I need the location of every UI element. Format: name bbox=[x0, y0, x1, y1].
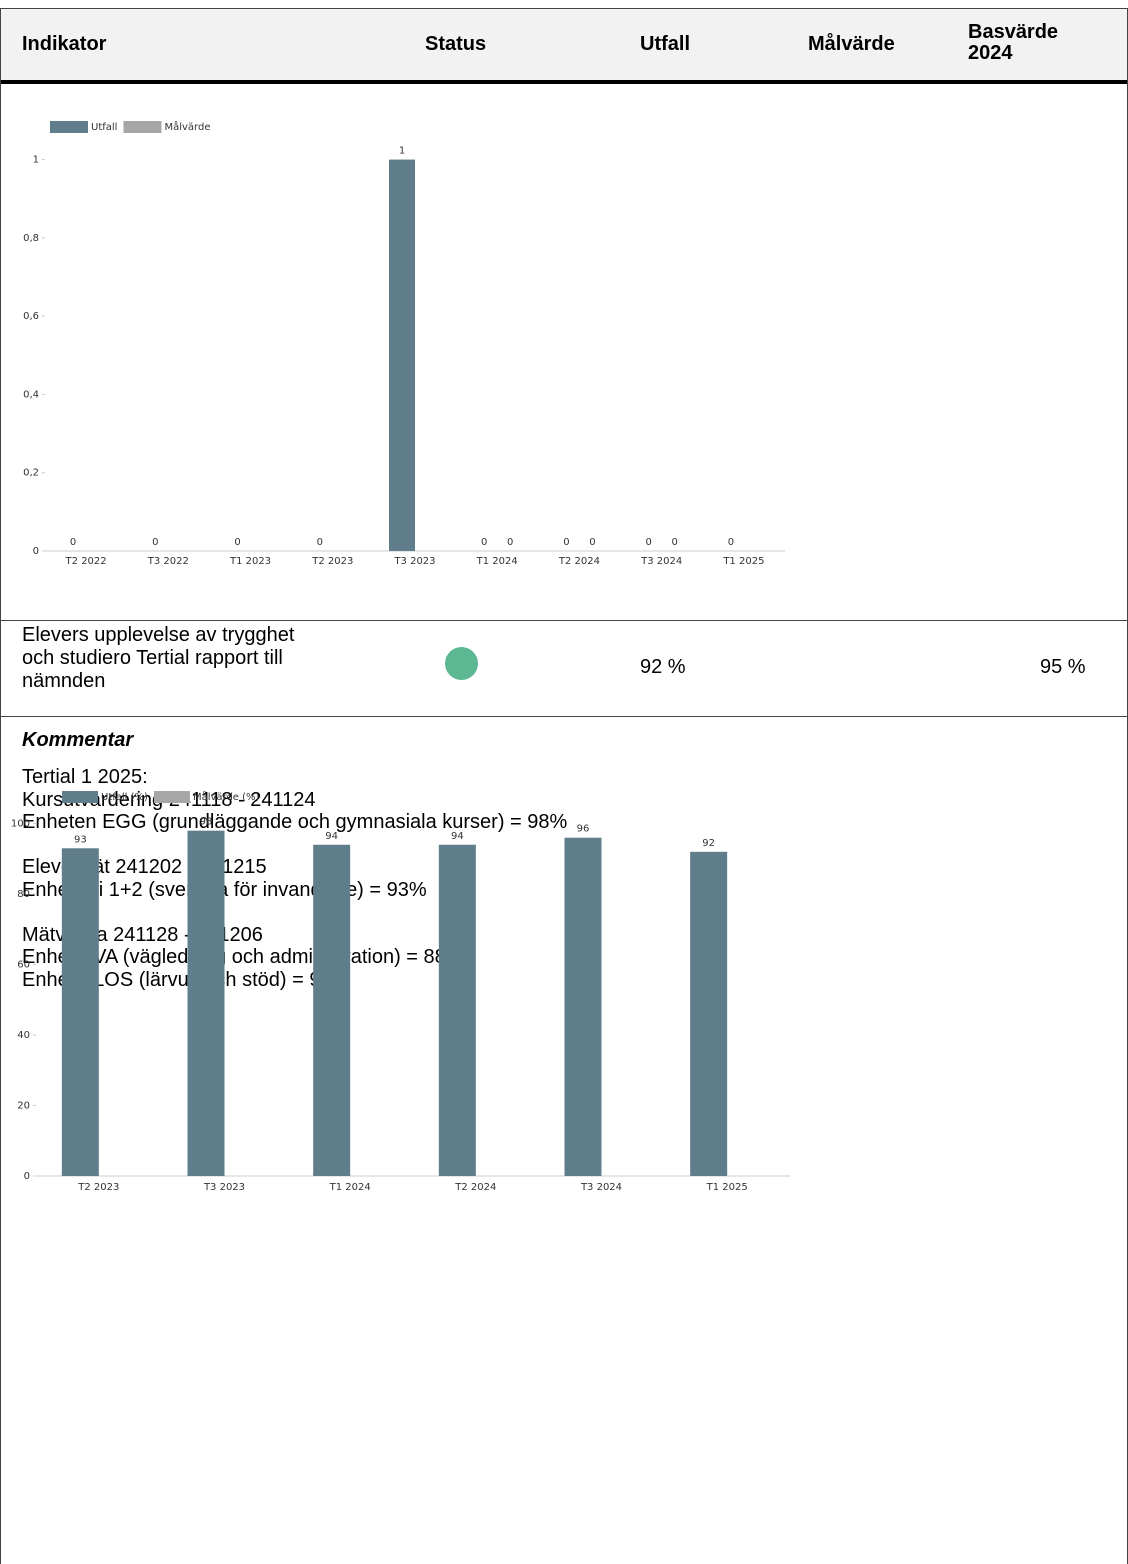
column-header: Basvärde 2024 bbox=[968, 21, 1059, 64]
bar bbox=[690, 851, 728, 1176]
data-label: 0 bbox=[317, 537, 323, 548]
comment-heading: Kommentar bbox=[22, 729, 134, 751]
data-label: 94 bbox=[451, 831, 464, 842]
comment-line: Tertial 1 2025: bbox=[22, 766, 148, 788]
data-label: 94 bbox=[325, 831, 338, 842]
bar bbox=[187, 830, 225, 1176]
y-tick-label: 0,2 bbox=[23, 468, 39, 479]
legend-swatch bbox=[50, 121, 88, 133]
x-tick-label: T2 2022 bbox=[65, 556, 107, 567]
x-tick-label: T3 2023 bbox=[393, 556, 435, 567]
data-label: 0 bbox=[728, 537, 734, 548]
bar bbox=[313, 844, 351, 1176]
x-tick-label: T3 2022 bbox=[147, 556, 189, 567]
data-label: 0 bbox=[507, 537, 513, 548]
legend-swatch bbox=[62, 791, 98, 803]
data-label: 0 bbox=[152, 537, 158, 548]
y-tick-label: 20 bbox=[17, 1101, 30, 1112]
row-rule bbox=[0, 620, 1128, 621]
data-label: 0 bbox=[671, 537, 677, 548]
data-label: 0 bbox=[70, 537, 76, 548]
legend-label: Utfall bbox=[91, 122, 117, 133]
x-tick-label: T2 2023 bbox=[77, 1182, 119, 1193]
status-indicator bbox=[445, 647, 478, 680]
data-label: 0 bbox=[481, 537, 487, 548]
column-header: Utfall bbox=[640, 33, 690, 55]
x-tick-label: T1 2025 bbox=[706, 1182, 748, 1193]
legend-label: Målvärde bbox=[164, 120, 210, 133]
y-tick-label: 0 bbox=[33, 546, 39, 557]
data-label: 0 bbox=[589, 537, 595, 548]
legend-label: Målvärde (%) bbox=[193, 790, 260, 803]
header-rule bbox=[0, 80, 1128, 84]
x-tick-label: T3 2024 bbox=[640, 556, 682, 567]
column-header: Målvärde bbox=[808, 33, 895, 55]
x-tick-label: T1 2023 bbox=[229, 556, 271, 567]
comment-line: Enhet EVA (vägledning och administration… bbox=[22, 946, 464, 968]
data-label: 0 bbox=[234, 537, 240, 548]
data-label: 96 bbox=[577, 824, 590, 835]
bar bbox=[438, 844, 476, 1176]
x-tick-label: T1 2025 bbox=[722, 556, 764, 567]
y-tick-label: 0,6 bbox=[23, 311, 39, 322]
y-tick-label: 0,8 bbox=[23, 233, 39, 244]
chart: Utfall (%) Målvärde (%) 0 20 40 60 80 100 T2 202… bbox=[11, 790, 790, 1193]
y-tick-label: 0 bbox=[24, 1171, 30, 1182]
y-tick-label: 0,4 bbox=[23, 389, 39, 400]
y-tick-label: 60 bbox=[17, 960, 30, 971]
legend-label: Utfall (%) bbox=[101, 792, 148, 803]
y-tick-label: 100 bbox=[11, 819, 30, 830]
data-label: 1 bbox=[399, 146, 405, 157]
x-tick-label: T2 2023 bbox=[311, 556, 353, 567]
data-label: 0 bbox=[563, 537, 569, 548]
data-label: 98 bbox=[200, 817, 213, 828]
legend-swatch bbox=[123, 121, 162, 133]
data-label: 93 bbox=[74, 834, 87, 845]
left-border bbox=[0, 8, 1, 1564]
column-header: Indikator bbox=[22, 33, 107, 55]
x-tick-label: T3 2024 bbox=[580, 1182, 622, 1193]
base-value: 95 % bbox=[1040, 656, 1086, 678]
data-label: 92 bbox=[702, 838, 715, 849]
indicator-name: Elevers upplevelse av trygghet och studi… bbox=[22, 624, 295, 692]
x-tick-label: T1 2024 bbox=[476, 556, 518, 567]
comment-line: Enhet ELOS (lärvux och stöd) = 91% bbox=[22, 968, 350, 991]
x-tick-label: T2 2024 bbox=[454, 1182, 496, 1193]
comment-line: Enheten EGG (grundläggande och gymnasial… bbox=[22, 811, 568, 833]
chart: Utfall Målvärde 0 0,2 0,4 0,6 0,8 1 T2 2022 0 T3 2… bbox=[23, 120, 785, 567]
outcome: 92 % bbox=[640, 656, 686, 678]
x-tick-label: T1 2024 bbox=[329, 1182, 371, 1193]
legend-swatch bbox=[153, 791, 190, 803]
bar bbox=[61, 848, 99, 1176]
y-tick-label: 40 bbox=[17, 1030, 30, 1041]
column-header: Status bbox=[425, 33, 487, 55]
x-tick-label: T2 2024 bbox=[558, 556, 600, 567]
x-tick-label: T3 2023 bbox=[203, 1182, 245, 1193]
y-tick-label: 1 bbox=[33, 155, 39, 166]
y-tick-label: 80 bbox=[17, 889, 30, 900]
header-row bbox=[0, 8, 1128, 81]
row-rule bbox=[0, 716, 1128, 717]
data-label: 0 bbox=[645, 537, 651, 548]
bar bbox=[389, 159, 415, 552]
bar bbox=[564, 837, 602, 1176]
